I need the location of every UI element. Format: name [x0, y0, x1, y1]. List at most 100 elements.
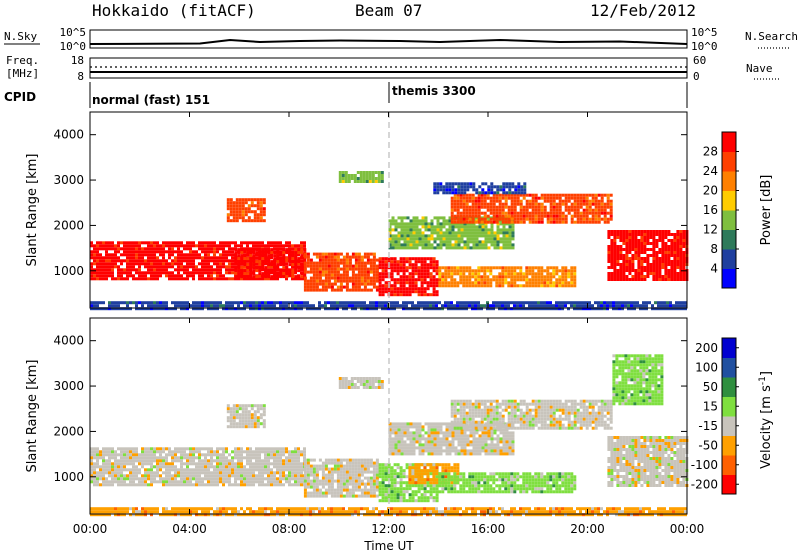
power-cell — [276, 244, 279, 248]
power-cell — [216, 250, 219, 254]
power-cell — [438, 275, 442, 279]
power-cell — [219, 268, 222, 272]
power-cell — [631, 230, 635, 233]
power-cell — [394, 225, 398, 229]
power-cell — [484, 240, 488, 244]
power-cell — [457, 234, 461, 238]
velocity-cell — [345, 458, 349, 462]
power-cell — [388, 237, 392, 241]
power-cell — [573, 269, 577, 273]
power-cell — [351, 255, 355, 259]
power-cell — [216, 259, 219, 263]
power-cell — [496, 228, 500, 232]
power-cell — [144, 247, 147, 251]
power-cell — [619, 269, 623, 272]
power-cell — [591, 307, 594, 311]
velocity-cell — [303, 479, 307, 483]
power-cell — [219, 262, 222, 266]
power-cell — [426, 304, 429, 308]
velocity-cell — [291, 474, 294, 478]
power-cell — [235, 213, 239, 217]
velocity-cell — [264, 471, 267, 475]
power-cell — [397, 243, 401, 247]
velocity-cell — [351, 464, 355, 468]
power-cell — [246, 268, 249, 272]
power-cell — [267, 263, 271, 267]
power-cell — [582, 307, 585, 311]
velocity-cell — [360, 467, 364, 471]
power-cell — [627, 307, 630, 311]
velocity-cell — [234, 453, 237, 457]
power-cell — [102, 244, 105, 248]
velocity-cell — [210, 453, 213, 457]
power-cell — [576, 196, 580, 200]
power-cell — [282, 304, 285, 308]
power-cell — [564, 281, 568, 285]
power-cell — [354, 301, 357, 305]
power-cell — [114, 307, 117, 311]
power-cell — [264, 304, 267, 308]
power-cell — [454, 234, 458, 238]
velocity-cell — [90, 474, 93, 478]
power-cell — [345, 252, 349, 256]
power-cell — [477, 281, 481, 285]
power-cell — [522, 211, 526, 215]
power-cell — [174, 244, 177, 248]
velocity-cell — [249, 468, 252, 472]
power-cell — [654, 301, 657, 305]
power-cell — [237, 266, 241, 270]
power-cell — [438, 278, 442, 282]
power-cell — [646, 257, 650, 260]
power-cell — [351, 267, 355, 271]
power-cell — [564, 193, 568, 197]
power-cell — [409, 222, 413, 226]
power-cell — [664, 251, 668, 254]
power-cell — [441, 304, 444, 308]
power-cell — [258, 257, 262, 261]
velocity-cell — [249, 474, 252, 478]
power-cell — [520, 191, 524, 195]
velocity-cell — [366, 461, 370, 465]
power-cell — [201, 244, 204, 248]
velocity-cell — [174, 459, 177, 463]
power-cell — [637, 263, 641, 266]
power-cell — [120, 253, 123, 257]
power-cell — [643, 230, 647, 233]
power-cell — [546, 272, 550, 276]
velocity-cell — [303, 450, 306, 454]
power-cell — [658, 275, 662, 278]
power-cell — [558, 275, 562, 279]
power-cell — [378, 278, 382, 282]
power-cell — [655, 263, 659, 266]
power-cell — [625, 248, 629, 251]
power-cell — [664, 269, 668, 272]
power-cell — [390, 257, 394, 261]
velocity-cell — [291, 459, 294, 463]
power-cell — [661, 248, 665, 251]
power-cell — [442, 191, 446, 195]
power-cell — [165, 241, 168, 245]
power-cell — [628, 266, 632, 269]
power-cell — [96, 262, 99, 266]
power-cell — [126, 250, 129, 254]
power-cell — [244, 210, 248, 214]
power-cell — [576, 214, 580, 218]
power-cell — [350, 177, 354, 180]
velocity-cell — [336, 485, 340, 489]
power-cell — [603, 208, 607, 212]
power-cell — [117, 274, 120, 278]
velocity-cell — [156, 459, 159, 463]
power-cell — [226, 216, 230, 220]
power-cell — [403, 240, 407, 244]
power-cell — [270, 275, 274, 279]
power-cell — [495, 193, 499, 197]
power-ytick-label: 4000 — [53, 128, 84, 142]
power-cell — [141, 304, 144, 308]
velocity-cell — [258, 477, 261, 481]
power-cell — [282, 275, 286, 279]
power-cell — [430, 231, 434, 235]
power-cell — [259, 210, 263, 214]
power-cell — [342, 273, 346, 277]
power-cell — [447, 301, 450, 305]
power-cell — [375, 307, 378, 311]
